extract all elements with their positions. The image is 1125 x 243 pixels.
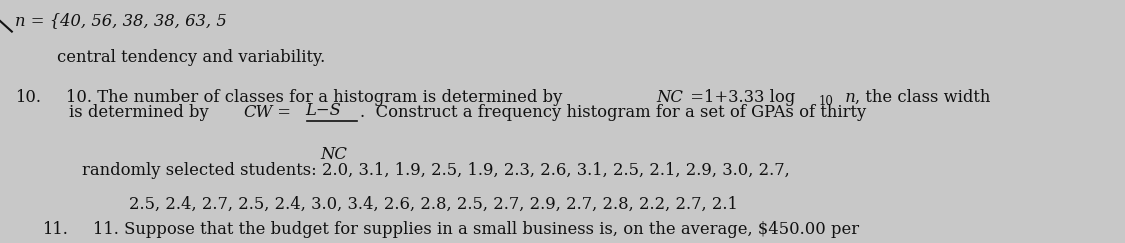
Text: central tendency and variability.: central tendency and variability. bbox=[57, 49, 325, 66]
Text: =1+3.33 log: =1+3.33 log bbox=[685, 89, 795, 106]
Text: 10. The number of classes for a histogram is determined by: 10. The number of classes for a histogra… bbox=[66, 89, 568, 106]
Text: 11.: 11. bbox=[42, 221, 68, 238]
Text: 2.5, 2.4, 2.7, 2.5, 2.4, 3.0, 3.4, 2.6, 2.8, 2.5, 2.7, 2.9, 2.7, 2.8, 2.2, 2.7, : 2.5, 2.4, 2.7, 2.5, 2.4, 3.0, 3.4, 2.6, … bbox=[128, 196, 738, 213]
Text: L−S: L−S bbox=[305, 102, 341, 119]
Text: .  Construct a frequency histogram for a set of GPAs of thirty: . Construct a frequency histogram for a … bbox=[360, 104, 866, 122]
Text: n: n bbox=[840, 89, 856, 106]
Text: =: = bbox=[272, 104, 291, 122]
Text: is determined by: is determined by bbox=[70, 104, 215, 122]
Text: NC: NC bbox=[657, 89, 684, 106]
Text: 10.: 10. bbox=[16, 89, 42, 106]
Text: NC: NC bbox=[321, 146, 348, 163]
Text: CW: CW bbox=[244, 104, 273, 122]
Text: randomly selected students: 2.0, 3.1, 1.9, 2.5, 1.9, 2.3, 2.6, 3.1, 2.5, 2.1, 2.: randomly selected students: 2.0, 3.1, 1.… bbox=[82, 162, 790, 179]
Text: 11. Suppose that the budget for supplies in a small business is, on the average,: 11. Suppose that the budget for supplies… bbox=[92, 221, 858, 238]
Text: n = {40, 56, 38, 38, 63, 5: n = {40, 56, 38, 38, 63, 5 bbox=[16, 12, 227, 29]
Text: , the class width: , the class width bbox=[855, 89, 990, 106]
Text: 10: 10 bbox=[819, 95, 834, 108]
